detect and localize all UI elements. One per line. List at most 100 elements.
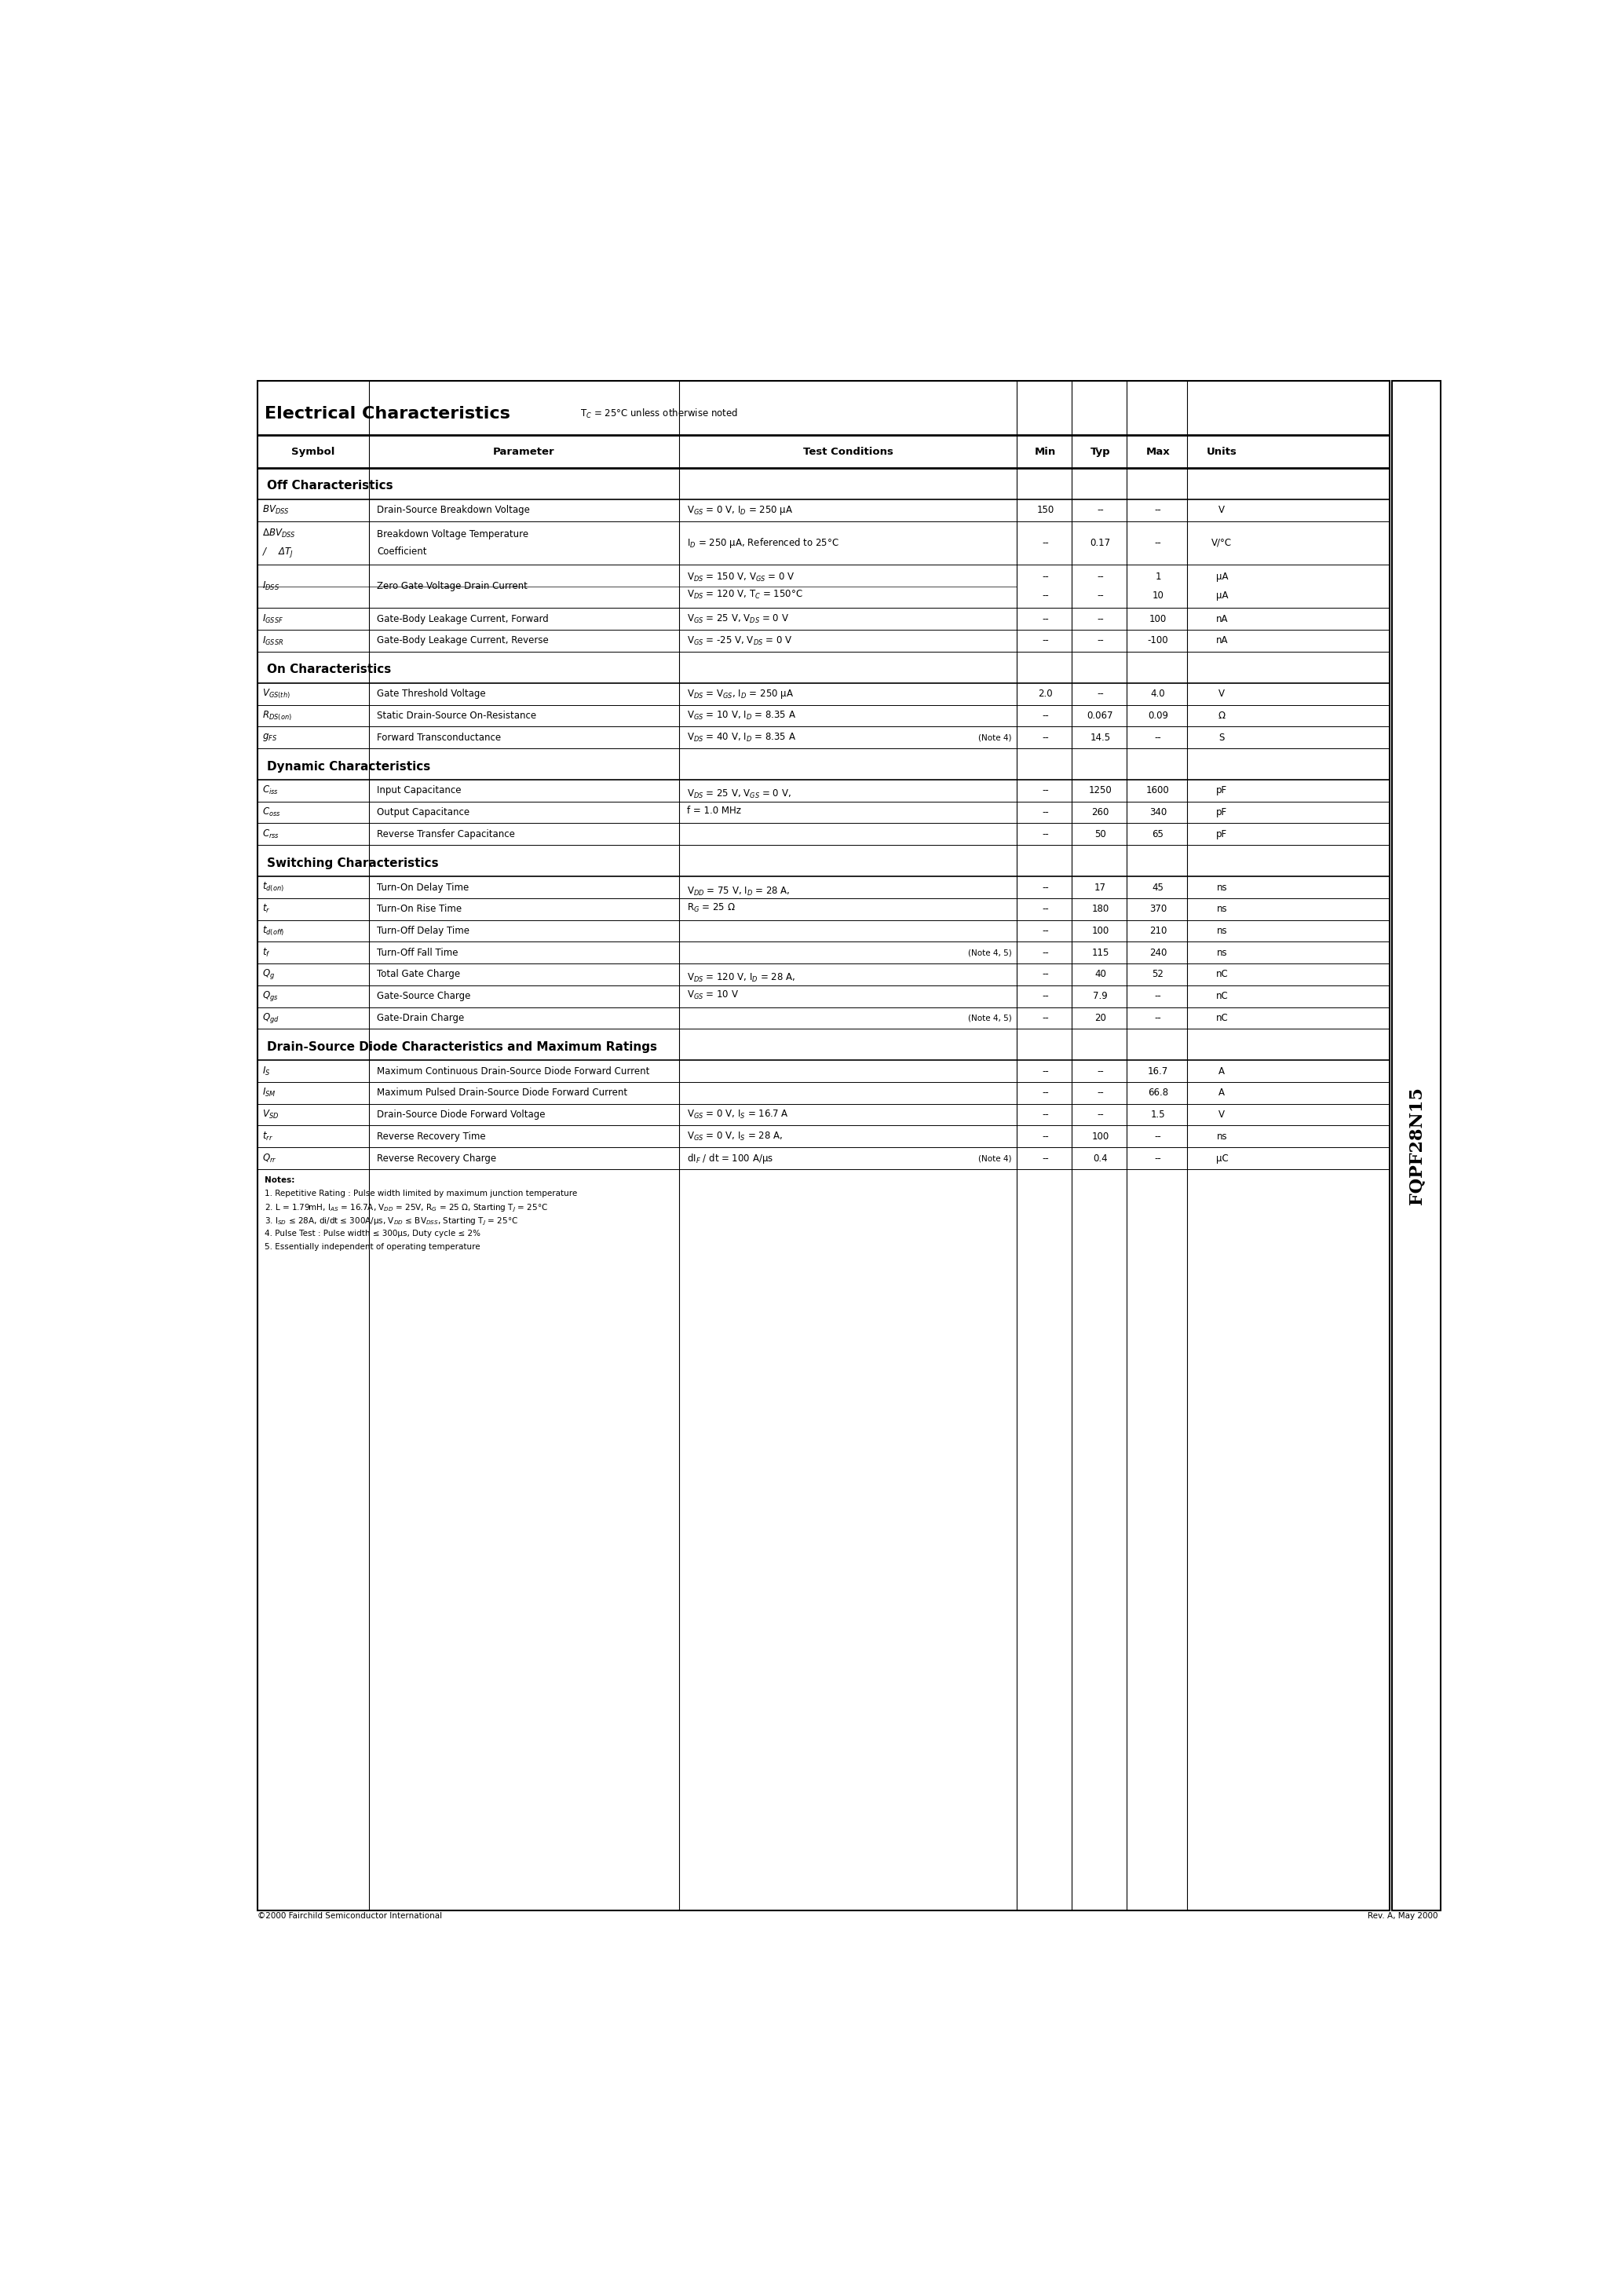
Text: V$_{GS}$ = 0 V, I$_S$ = 28 A,: V$_{GS}$ = 0 V, I$_S$ = 28 A, <box>688 1130 783 1143</box>
Text: On Characteristics: On Characteristics <box>266 664 391 675</box>
Text: V$_{DD}$ = 75 V, I$_D$ = 28 A,: V$_{DD}$ = 75 V, I$_D$ = 28 A, <box>688 886 790 898</box>
Text: --: -- <box>1041 829 1049 840</box>
Text: dI$_F$ / dt = 100 A/μs: dI$_F$ / dt = 100 A/μs <box>688 1153 774 1164</box>
Bar <box>258 381 1388 1910</box>
Text: V$_{GS}$ = 0 V, I$_D$ = 250 μA: V$_{GS}$ = 0 V, I$_D$ = 250 μA <box>688 503 793 517</box>
Text: --: -- <box>1096 1065 1103 1077</box>
Text: t$_{d(on)}$: t$_{d(on)}$ <box>263 882 284 893</box>
Text: --: -- <box>1041 1013 1049 1024</box>
Text: --: -- <box>1155 732 1161 742</box>
Text: Gate-Drain Charge: Gate-Drain Charge <box>376 1013 464 1024</box>
Text: (Note 4, 5): (Note 4, 5) <box>968 948 1012 957</box>
Text: --: -- <box>1155 1013 1161 1024</box>
Text: --: -- <box>1155 1153 1161 1164</box>
Text: I$_{SM}$: I$_{SM}$ <box>263 1086 276 1100</box>
Text: 3. I$_{SD}$ ≤ 28A, di/dt ≤ 300A/μs, V$_{DD}$ ≤ BV$_{DSS}$, Starting T$_J$ = 25°C: 3. I$_{SD}$ ≤ 28A, di/dt ≤ 300A/μs, V$_{… <box>264 1217 519 1228</box>
Text: V$_{DS}$ = 150 V, V$_{GS}$ = 0 V: V$_{DS}$ = 150 V, V$_{GS}$ = 0 V <box>688 572 795 583</box>
Text: V: V <box>1218 689 1225 698</box>
Text: V$_{DS}$ = 120 V, T$_C$ = 150°C: V$_{DS}$ = 120 V, T$_C$ = 150°C <box>688 590 803 602</box>
Text: 2. L = 1.79mH, I$_{AS}$ = 16.7A, V$_{DD}$ = 25V, R$_G$ = 25 Ω, Starting T$_J$ = : 2. L = 1.79mH, I$_{AS}$ = 16.7A, V$_{DD}… <box>264 1203 548 1215</box>
Text: t$_{d(off)}$: t$_{d(off)}$ <box>263 925 285 937</box>
Text: --: -- <box>1096 613 1103 625</box>
Text: --: -- <box>1041 537 1049 549</box>
Text: Switching Characteristics: Switching Characteristics <box>266 856 438 870</box>
Text: Coefficient: Coefficient <box>376 546 427 556</box>
Text: nA: nA <box>1216 636 1228 645</box>
Text: Gate-Body Leakage Current, Reverse: Gate-Body Leakage Current, Reverse <box>376 636 548 645</box>
Text: Reverse Recovery Time: Reverse Recovery Time <box>376 1132 485 1141</box>
Text: --: -- <box>1041 613 1049 625</box>
Text: Turn-Off Fall Time: Turn-Off Fall Time <box>376 948 457 957</box>
Text: 10: 10 <box>1152 590 1165 602</box>
Text: V$_{GS}$ = 10 V, I$_D$ = 8.35 A: V$_{GS}$ = 10 V, I$_D$ = 8.35 A <box>688 709 796 721</box>
Text: C$_{rss}$: C$_{rss}$ <box>263 829 279 840</box>
Text: nC: nC <box>1216 969 1228 980</box>
Text: --: -- <box>1041 808 1049 817</box>
Text: V$_{DS}$ = V$_{GS}$, I$_D$ = 250 μA: V$_{DS}$ = V$_{GS}$, I$_D$ = 250 μA <box>688 687 793 700</box>
Text: Test Conditions: Test Conditions <box>803 448 894 457</box>
Text: I$_{GSSF}$: I$_{GSSF}$ <box>263 613 284 625</box>
Text: ©2000 Fairchild Semiconductor International: ©2000 Fairchild Semiconductor Internatio… <box>258 1913 443 1919</box>
Text: BV$_{DSS}$: BV$_{DSS}$ <box>263 505 290 517</box>
Text: T$_C$ = 25°C unless otherwise noted: T$_C$ = 25°C unless otherwise noted <box>581 409 738 420</box>
Text: pF: pF <box>1216 808 1228 817</box>
Text: Drain-Source Diode Characteristics and Maximum Ratings: Drain-Source Diode Characteristics and M… <box>266 1040 657 1054</box>
Text: R$_G$ = 25 Ω: R$_G$ = 25 Ω <box>688 902 735 914</box>
Text: 2.0: 2.0 <box>1038 689 1053 698</box>
Text: 1250: 1250 <box>1088 785 1113 797</box>
Text: --: -- <box>1155 537 1161 549</box>
Text: I$_D$ = 250 μA, Referenced to 25°C: I$_D$ = 250 μA, Referenced to 25°C <box>688 535 839 549</box>
Text: Symbol: Symbol <box>292 448 334 457</box>
Text: 115: 115 <box>1092 948 1109 957</box>
Text: V: V <box>1218 505 1225 514</box>
Text: Gate-Source Charge: Gate-Source Charge <box>376 992 470 1001</box>
Text: 7.9: 7.9 <box>1093 992 1108 1001</box>
Text: Q$_g$: Q$_g$ <box>263 969 276 980</box>
Text: $\Delta$BV$_{DSS}$: $\Delta$BV$_{DSS}$ <box>263 528 295 540</box>
Text: V/°C: V/°C <box>1212 537 1233 549</box>
Text: --: -- <box>1096 689 1103 698</box>
Text: Max: Max <box>1145 448 1169 457</box>
Text: Drain-Source Diode Forward Voltage: Drain-Source Diode Forward Voltage <box>376 1109 545 1120</box>
Text: Input Capacitance: Input Capacitance <box>376 785 461 797</box>
Text: --: -- <box>1041 1153 1049 1164</box>
Text: Dynamic Characteristics: Dynamic Characteristics <box>266 760 430 771</box>
Text: 45: 45 <box>1152 882 1165 893</box>
Text: Rev. A, May 2000: Rev. A, May 2000 <box>1367 1913 1437 1919</box>
Text: --: -- <box>1096 1109 1103 1120</box>
Text: Min: Min <box>1035 448 1056 457</box>
Text: 340: 340 <box>1150 808 1166 817</box>
Text: Q$_{gd}$: Q$_{gd}$ <box>263 1010 279 1024</box>
Text: --: -- <box>1155 992 1161 1001</box>
Text: 1. Repetitive Rating : Pulse width limited by maximum junction temperature: 1. Repetitive Rating : Pulse width limit… <box>264 1189 577 1199</box>
Text: 0.067: 0.067 <box>1087 709 1113 721</box>
Text: --: -- <box>1096 636 1103 645</box>
Text: I$_S$: I$_S$ <box>263 1065 271 1077</box>
Text: 0.17: 0.17 <box>1090 537 1111 549</box>
Text: Reverse Transfer Capacitance: Reverse Transfer Capacitance <box>376 829 514 840</box>
Text: 5. Essentially independent of operating temperature: 5. Essentially independent of operating … <box>264 1242 480 1251</box>
Text: --: -- <box>1041 969 1049 980</box>
Text: --: -- <box>1096 1088 1103 1097</box>
Text: --: -- <box>1041 905 1049 914</box>
Text: Q$_{rr}$: Q$_{rr}$ <box>263 1153 277 1164</box>
Text: Gate Threshold Voltage: Gate Threshold Voltage <box>376 689 485 698</box>
Text: --: -- <box>1041 572 1049 581</box>
Text: 1: 1 <box>1155 572 1161 581</box>
Text: --: -- <box>1096 590 1103 602</box>
Text: (Note 4): (Note 4) <box>978 1155 1012 1162</box>
Text: V$_{DS}$ = 40 V, I$_D$ = 8.35 A: V$_{DS}$ = 40 V, I$_D$ = 8.35 A <box>688 732 796 744</box>
Text: 100: 100 <box>1092 1132 1109 1141</box>
Text: --: -- <box>1041 882 1049 893</box>
Text: Total Gate Charge: Total Gate Charge <box>376 969 461 980</box>
Text: S: S <box>1220 732 1225 742</box>
Text: V$_{DS}$ = 25 V, V$_{GS}$ = 0 V,: V$_{DS}$ = 25 V, V$_{GS}$ = 0 V, <box>688 788 792 799</box>
Text: t$_r$: t$_r$ <box>263 902 271 916</box>
Text: Maximum Continuous Drain-Source Diode Forward Current: Maximum Continuous Drain-Source Diode Fo… <box>376 1065 649 1077</box>
Text: ns: ns <box>1216 1132 1228 1141</box>
Text: /  ΔT$_J$: / ΔT$_J$ <box>263 546 294 558</box>
Text: Reverse Recovery Charge: Reverse Recovery Charge <box>376 1153 496 1164</box>
Text: nA: nA <box>1216 613 1228 625</box>
Text: --: -- <box>1041 732 1049 742</box>
Text: --: -- <box>1041 948 1049 957</box>
